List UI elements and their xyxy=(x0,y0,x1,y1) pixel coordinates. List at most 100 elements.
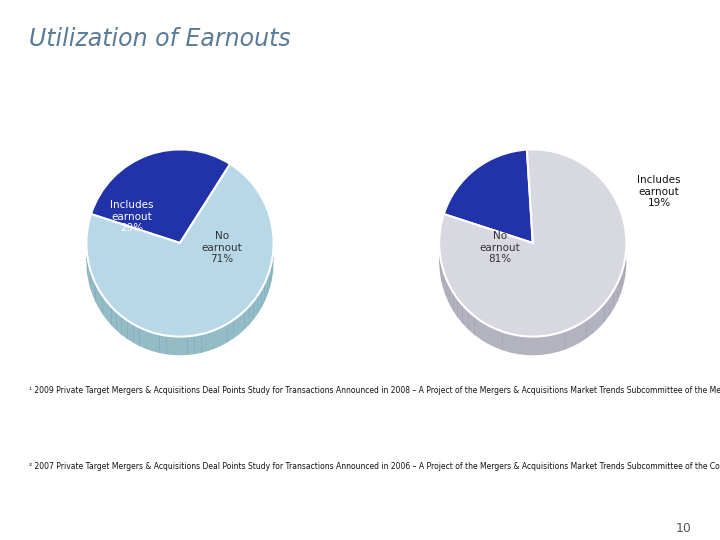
Polygon shape xyxy=(441,239,443,240)
Polygon shape xyxy=(86,254,88,255)
Polygon shape xyxy=(440,247,441,248)
Polygon shape xyxy=(617,299,618,300)
Polygon shape xyxy=(271,237,272,238)
Polygon shape xyxy=(441,230,443,231)
Polygon shape xyxy=(261,287,262,288)
Polygon shape xyxy=(270,232,271,233)
Polygon shape xyxy=(443,271,444,272)
Polygon shape xyxy=(102,312,103,313)
Polygon shape xyxy=(86,253,88,254)
Polygon shape xyxy=(622,274,623,275)
Polygon shape xyxy=(439,238,440,239)
Polygon shape xyxy=(269,278,270,279)
Polygon shape xyxy=(439,239,440,240)
Polygon shape xyxy=(622,284,623,285)
Polygon shape xyxy=(264,285,265,286)
Polygon shape xyxy=(257,311,258,312)
Polygon shape xyxy=(86,238,88,239)
Polygon shape xyxy=(622,273,623,274)
Polygon shape xyxy=(273,265,274,266)
Polygon shape xyxy=(625,254,626,255)
Polygon shape xyxy=(625,244,626,245)
Polygon shape xyxy=(613,306,614,307)
Polygon shape xyxy=(272,233,273,234)
Polygon shape xyxy=(264,288,265,289)
Polygon shape xyxy=(86,251,87,252)
Polygon shape xyxy=(439,260,440,261)
Polygon shape xyxy=(609,301,610,302)
Text: Utilization of Earnouts: Utilization of Earnouts xyxy=(29,27,290,51)
Polygon shape xyxy=(253,300,254,301)
Wedge shape xyxy=(444,150,533,243)
Polygon shape xyxy=(271,232,272,233)
Polygon shape xyxy=(443,270,444,271)
Polygon shape xyxy=(86,243,88,244)
Polygon shape xyxy=(90,272,91,273)
Polygon shape xyxy=(264,298,265,299)
Polygon shape xyxy=(272,235,273,236)
Polygon shape xyxy=(443,272,444,273)
Polygon shape xyxy=(620,281,621,282)
Polygon shape xyxy=(272,266,273,267)
Text: ² 2007 Private Target Mergers & Acquisitions Deal Points Study for Transactions : ² 2007 Private Target Mergers & Acquisit… xyxy=(29,462,720,471)
Polygon shape xyxy=(269,284,270,285)
Polygon shape xyxy=(257,294,258,295)
Polygon shape xyxy=(440,270,441,271)
Polygon shape xyxy=(440,234,441,235)
Polygon shape xyxy=(439,258,440,259)
Polygon shape xyxy=(622,285,623,286)
Polygon shape xyxy=(620,290,621,291)
Polygon shape xyxy=(624,262,625,264)
Polygon shape xyxy=(261,293,262,294)
Polygon shape xyxy=(90,279,91,280)
Polygon shape xyxy=(613,302,614,303)
Polygon shape xyxy=(440,237,441,238)
Polygon shape xyxy=(269,273,270,274)
Polygon shape xyxy=(441,275,442,276)
Polygon shape xyxy=(93,288,94,289)
Polygon shape xyxy=(457,309,458,310)
Polygon shape xyxy=(253,304,254,305)
Polygon shape xyxy=(264,290,265,291)
Polygon shape xyxy=(617,294,618,295)
Polygon shape xyxy=(91,168,230,262)
Polygon shape xyxy=(86,254,87,255)
Polygon shape xyxy=(90,278,91,279)
Polygon shape xyxy=(620,280,621,281)
Polygon shape xyxy=(270,236,271,237)
Polygon shape xyxy=(440,263,441,264)
Polygon shape xyxy=(93,292,94,293)
Polygon shape xyxy=(87,269,89,270)
Polygon shape xyxy=(449,296,450,298)
Polygon shape xyxy=(620,275,621,276)
Polygon shape xyxy=(90,269,91,270)
Polygon shape xyxy=(441,237,443,238)
Polygon shape xyxy=(102,310,103,311)
Polygon shape xyxy=(441,221,443,222)
Polygon shape xyxy=(272,246,273,247)
Polygon shape xyxy=(102,308,103,309)
Polygon shape xyxy=(89,238,90,239)
Polygon shape xyxy=(613,300,614,301)
Polygon shape xyxy=(617,300,618,301)
Polygon shape xyxy=(253,302,254,303)
Polygon shape xyxy=(273,246,274,247)
Polygon shape xyxy=(273,259,274,260)
Polygon shape xyxy=(271,244,272,245)
Polygon shape xyxy=(88,227,89,228)
Polygon shape xyxy=(439,253,440,254)
Polygon shape xyxy=(622,276,623,277)
Polygon shape xyxy=(93,293,94,294)
Polygon shape xyxy=(625,261,626,262)
Polygon shape xyxy=(617,296,618,298)
Polygon shape xyxy=(443,276,444,278)
Polygon shape xyxy=(440,272,441,273)
Polygon shape xyxy=(441,233,443,234)
Polygon shape xyxy=(273,255,274,256)
Polygon shape xyxy=(89,222,90,223)
Polygon shape xyxy=(625,252,626,253)
Polygon shape xyxy=(270,228,271,229)
Polygon shape xyxy=(86,249,87,250)
Polygon shape xyxy=(449,287,450,288)
Polygon shape xyxy=(86,251,88,252)
